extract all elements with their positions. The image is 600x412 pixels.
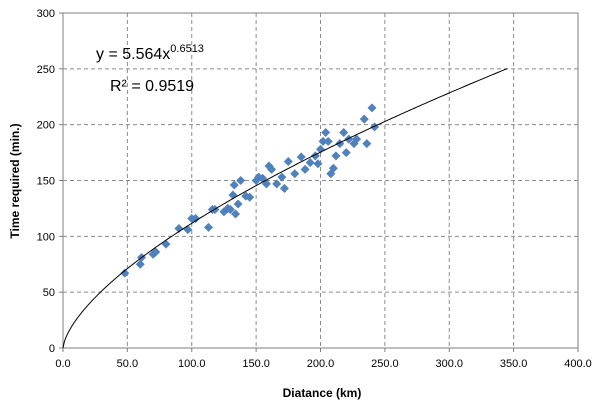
y-tick-label: 50 xyxy=(43,287,55,299)
data-point xyxy=(233,199,243,209)
data-point xyxy=(339,127,349,137)
data-point xyxy=(323,136,333,146)
y-tick-label: 250 xyxy=(37,64,55,76)
data-point xyxy=(225,205,235,215)
data-point xyxy=(359,114,369,124)
data-point xyxy=(272,179,282,189)
data-point xyxy=(135,259,145,269)
data-point xyxy=(277,172,287,182)
trendline xyxy=(62,68,508,349)
data-point xyxy=(321,127,331,137)
y-axis-title: Time required (min.) xyxy=(8,123,22,238)
data-point xyxy=(245,192,255,202)
data-point xyxy=(328,163,338,173)
data-point xyxy=(174,224,184,234)
data-point xyxy=(296,152,306,162)
x-tick-label: 400.0 xyxy=(564,358,592,370)
y-tick-label: 300 xyxy=(37,8,55,20)
data-point xyxy=(318,136,328,146)
data-point xyxy=(367,103,377,113)
trendline-equation: y = 5.564x0.6513 xyxy=(96,43,204,63)
x-tick-label: 200.0 xyxy=(307,358,335,370)
data-point xyxy=(352,134,362,144)
y-tick-label: 200 xyxy=(37,120,55,132)
x-tick-label: 150.0 xyxy=(242,358,270,370)
x-tick-label: 100.0 xyxy=(178,358,206,370)
data-point xyxy=(279,183,289,193)
data-point xyxy=(331,151,341,161)
x-tick-label: 0.0 xyxy=(55,358,70,370)
data-point xyxy=(229,180,239,190)
data-point xyxy=(236,176,246,185)
r-squared-label: R² = 0.9519 xyxy=(110,78,194,95)
data-point xyxy=(283,157,293,167)
data-point xyxy=(313,159,323,169)
data-point xyxy=(290,169,300,179)
data-point xyxy=(203,222,213,232)
data-point xyxy=(191,213,201,223)
x-axis-title: Diatance (km) xyxy=(283,386,362,400)
data-point xyxy=(120,268,130,278)
data-point xyxy=(341,148,351,158)
grid xyxy=(63,13,578,348)
data-point xyxy=(300,164,310,174)
x-axis-ticks: 0.0 50.0 100.0 150.0 200.0 250.0 300.0 350.0 400… xyxy=(55,348,592,370)
y-axis-ticks: 0 50 100 150 200 250 300 xyxy=(37,8,63,355)
data-markers xyxy=(120,103,380,278)
data-point xyxy=(362,139,372,149)
data-point xyxy=(267,164,277,174)
x-tick-label: 300.0 xyxy=(435,358,463,370)
x-tick-label: 250.0 xyxy=(371,358,399,370)
y-tick-label: 100 xyxy=(37,231,55,243)
data-point xyxy=(151,247,161,257)
data-point xyxy=(231,209,241,219)
x-tick-label: 50.0 xyxy=(117,358,138,370)
y-tick-label: 0 xyxy=(49,343,55,355)
data-point xyxy=(305,158,315,168)
y-tick-label: 150 xyxy=(37,176,55,188)
x-tick-label: 350.0 xyxy=(500,358,528,370)
